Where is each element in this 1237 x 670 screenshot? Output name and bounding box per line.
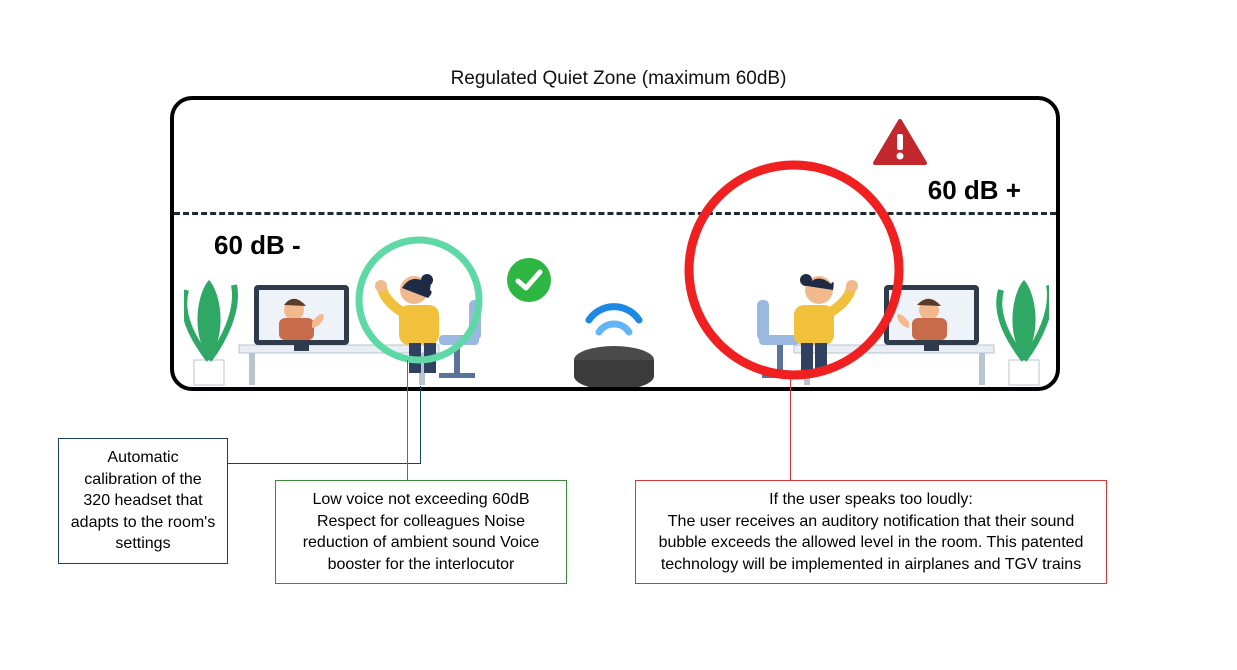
connector-left-v [420,386,421,464]
label-above-threshold: 60 dB + [928,175,1021,206]
diagram-title: Regulated Quiet Zone (maximum 60dB) [0,68,1237,90]
connector-right-v [790,378,791,480]
callout-left-text: Automatic calibration of the 320 headset… [71,449,215,552]
callout-right: If the user speaks too loudly: The user … [635,480,1107,584]
connector-left-h [227,463,421,464]
alert-icon [872,118,928,168]
ok-circle [344,230,494,380]
check-icon [504,255,554,305]
connector-mid-v [407,360,408,480]
device-icon [559,280,669,390]
quiet-zone-frame: 60 dB - 60 dB + [170,96,1060,391]
monitor-icon [254,285,349,351]
callout-right-line2: The user receives an auditory notificati… [659,513,1084,573]
plant-icon [999,280,1049,385]
plant-icon [184,280,235,385]
callout-left: Automatic calibration of the 320 headset… [58,438,228,564]
warning-circle [669,145,919,391]
callout-right-line1: If the user speaks too loudly: [769,491,973,508]
callout-mid-text: Low voice not exceeding 60dB Respect for… [303,491,540,573]
callout-mid: Low voice not exceeding 60dB Respect for… [275,480,567,584]
threshold-line [174,212,1056,215]
